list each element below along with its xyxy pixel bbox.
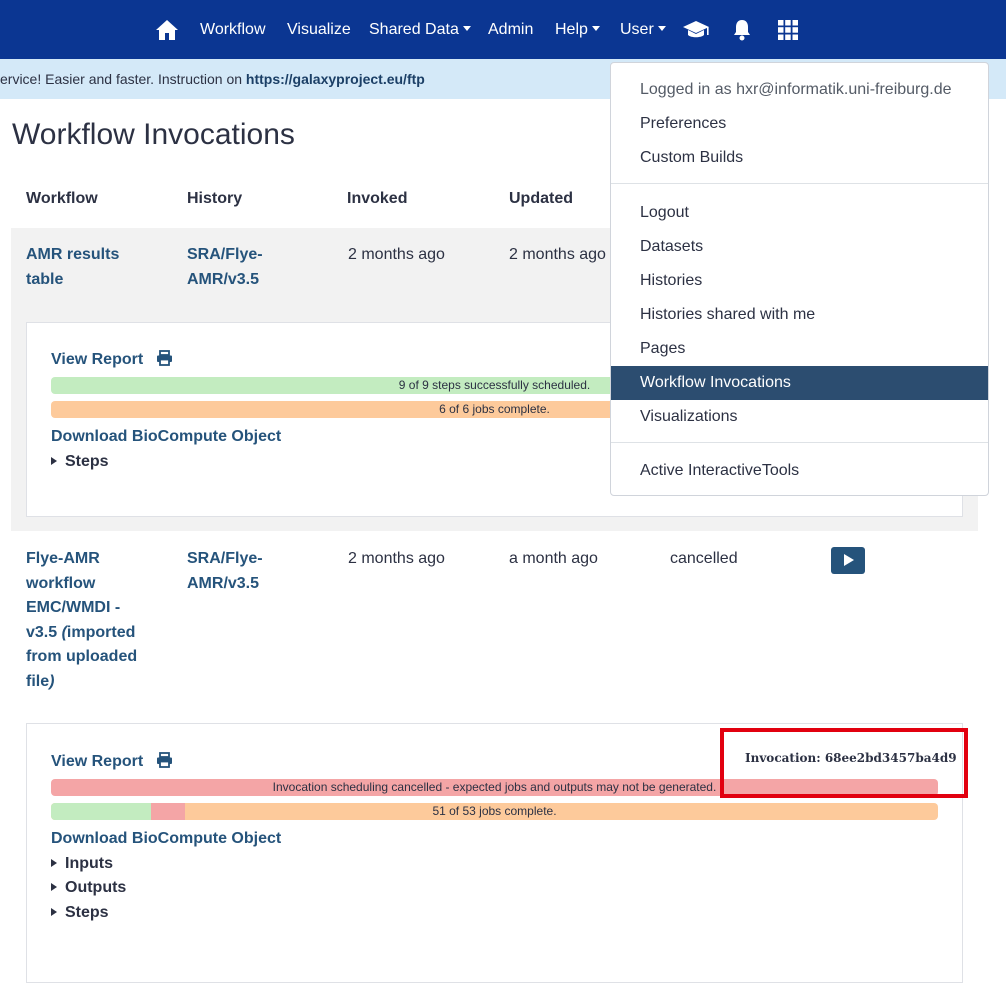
download-biocompute-link[interactable]: Download BioCompute Object: [51, 830, 282, 847]
page-title: Workflow Invocations: [12, 118, 295, 151]
logged-in-as: Logged in as hxr@informatik.uni-freiburg…: [640, 81, 952, 98]
column-header-workflow[interactable]: Workflow: [26, 190, 98, 207]
workflow-name-paren: ): [49, 672, 55, 690]
invocation-id: Invocation: 68ee2bd3457ba4d9: [745, 751, 957, 765]
print-icon[interactable]: [156, 350, 173, 371]
nav-shared-data-label: Shared Data: [369, 21, 459, 38]
jobs-ok-segment: [51, 803, 152, 820]
column-header-history[interactable]: History: [187, 190, 243, 207]
invocation-details-card: View Report Invocation scheduling cancel…: [26, 723, 963, 983]
menu-item-custom-builds[interactable]: Custom Builds: [640, 149, 744, 166]
nav-user-label: User: [620, 21, 654, 38]
nav-workflow[interactable]: Workflow: [200, 21, 266, 38]
jobs-progress-bar: 51 of 53 jobs complete.: [51, 803, 938, 820]
nav-admin[interactable]: Admin: [488, 21, 534, 38]
banner-text: ervice! Easier and faster. Instruction o…: [0, 71, 246, 87]
workflow-name-suffix: imported from uploaded file: [26, 623, 138, 690]
column-header-updated[interactable]: Updated: [509, 190, 573, 207]
steps-toggle[interactable]: Steps: [51, 453, 109, 471]
nav-user[interactable]: User: [620, 0, 666, 59]
invoked-time: 2 months ago: [348, 246, 445, 263]
run-workflow-button[interactable]: [831, 547, 865, 574]
highlight-annotation-box: [720, 728, 968, 798]
workflow-name-paren: (: [61, 623, 67, 641]
scheduling-cancelled-bar: Invocation scheduling cancelled - expect…: [51, 779, 938, 796]
inputs-toggle[interactable]: Inputs: [51, 855, 113, 873]
banner-link[interactable]: https://galaxyproject.eu/ftp: [245, 71, 425, 87]
menu-item-histories-shared[interactable]: Histories shared with me: [640, 306, 816, 323]
view-report-label: View Report: [51, 753, 144, 770]
home-icon[interactable]: [155, 0, 179, 59]
view-report-label: View Report: [51, 351, 144, 368]
column-header-invoked[interactable]: Invoked: [347, 190, 408, 207]
menu-item-pages[interactable]: Pages: [640, 340, 686, 357]
jobs-error-segment: [151, 803, 185, 820]
invoked-time: 2 months ago: [348, 550, 445, 567]
masthead: Workflow Visualize Shared Data Admin Hel…: [0, 0, 1006, 59]
menu-item-histories[interactable]: Histories: [640, 272, 703, 289]
play-icon: [844, 554, 854, 566]
menu-item-datasets[interactable]: Datasets: [640, 238, 704, 255]
grid-icon[interactable]: [778, 0, 798, 59]
menu-divider: [611, 183, 988, 184]
nav-visualize[interactable]: Visualize: [287, 21, 351, 38]
nav-shared-data[interactable]: Shared Data: [369, 0, 471, 59]
download-biocompute-link[interactable]: Download BioCompute Object: [51, 428, 282, 445]
updated-time: 2 months ago: [509, 246, 606, 263]
menu-item-interactive-tools[interactable]: Active InteractiveTools: [640, 462, 800, 479]
caret-down-icon: [591, 26, 600, 32]
workflow-name: Flye-AMR workflow EMC/WMDI - v3.5: [26, 550, 121, 641]
jobs-progress-label: 51 of 53 jobs complete.: [432, 804, 557, 818]
caret-down-icon: [462, 26, 471, 32]
view-report-link[interactable]: View Report: [51, 350, 173, 371]
user-dropdown-menu: Logged in as hxr@informatik.uni-freiburg…: [610, 62, 989, 496]
caret-down-icon: [657, 26, 666, 32]
workflow-name-link[interactable]: Flye-AMR workflow EMC/WMDI - v3.5 (impor…: [26, 547, 151, 694]
print-icon[interactable]: [156, 752, 173, 773]
menu-item-logout[interactable]: Logout: [640, 204, 689, 221]
nav-help-label: Help: [555, 21, 588, 38]
workflow-name-link[interactable]: AMR results table: [26, 246, 120, 288]
history-link[interactable]: SRA/Flye-AMR/v3.5: [187, 550, 263, 592]
menu-divider: [611, 442, 988, 443]
menu-item-workflow-invocations[interactable]: Workflow Invocations: [611, 366, 988, 400]
steps-toggle[interactable]: Steps: [51, 904, 109, 922]
menu-item-preferences[interactable]: Preferences: [640, 115, 727, 132]
menu-item-visualizations[interactable]: Visualizations: [640, 408, 738, 425]
nav-help[interactable]: Help: [555, 0, 600, 59]
updated-time: a month ago: [509, 550, 598, 567]
bell-icon[interactable]: [733, 0, 751, 59]
history-link[interactable]: SRA/Flye-AMR/v3.5: [187, 246, 263, 288]
outputs-toggle[interactable]: Outputs: [51, 879, 126, 897]
graduation-cap-icon[interactable]: [682, 0, 710, 59]
invocation-state: cancelled: [670, 550, 738, 567]
view-report-link[interactable]: View Report: [51, 752, 173, 773]
